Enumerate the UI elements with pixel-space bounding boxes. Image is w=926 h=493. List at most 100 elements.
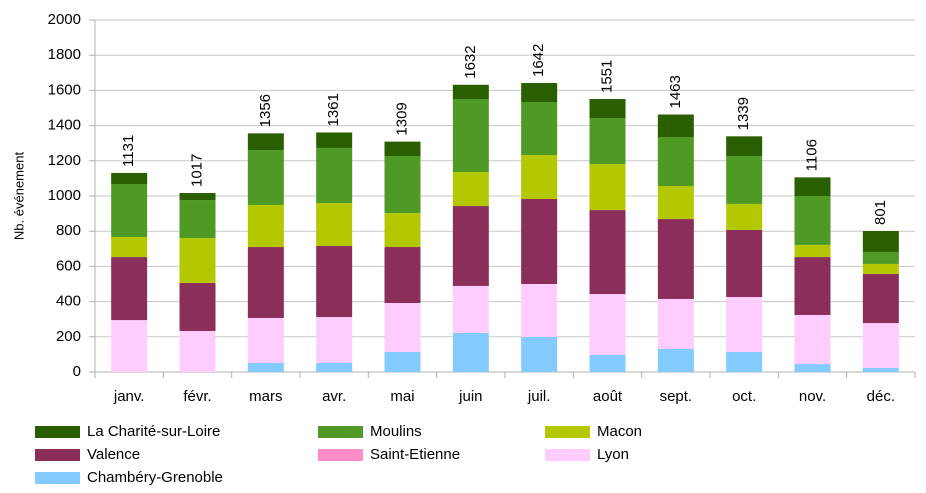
legend-swatch	[318, 449, 363, 461]
y-axis-label: Nb. événement	[11, 152, 26, 241]
bar-segment	[862, 273, 899, 324]
y-tick-label: 0	[73, 363, 81, 380]
bar-segment	[452, 206, 489, 286]
bar-segment	[384, 247, 421, 304]
x-tick-label: janv.	[113, 388, 145, 405]
bar-segment	[384, 303, 421, 352]
bar-segment	[521, 154, 558, 199]
bar-segment	[794, 196, 831, 245]
bar-segment	[794, 244, 831, 258]
bar-segment	[521, 284, 558, 337]
y-tick-label: 1200	[48, 152, 81, 169]
x-tick-label: août	[593, 388, 623, 405]
legend-label: Chambéry-Grenoble	[87, 469, 223, 486]
bar-segment	[247, 204, 284, 248]
x-tick-label: déc.	[867, 388, 895, 405]
bar-segment	[794, 314, 831, 365]
bar-segment	[179, 330, 216, 372]
bar-segment	[111, 257, 148, 321]
y-tick-label: 1000	[48, 187, 81, 204]
bar-segment	[384, 213, 421, 248]
x-tick-label: nov.	[799, 388, 826, 405]
bar-segment	[179, 238, 216, 283]
legend-label: La Charité-sur-Loire	[87, 423, 220, 440]
x-tick-label: mai	[390, 388, 414, 405]
y-tick-label: 400	[56, 293, 81, 310]
total-label: 1131	[120, 135, 137, 167]
legend-label: Lyon	[597, 446, 629, 463]
bar-segment	[111, 172, 148, 185]
y-tick-label: 1800	[48, 46, 81, 63]
bar-segment	[521, 102, 558, 155]
legend-label: Saint-Etienne	[370, 446, 460, 463]
bar-segment	[247, 150, 284, 205]
total-label: 1642	[530, 44, 547, 77]
bar-segment	[247, 317, 284, 364]
bar-segment	[179, 282, 216, 331]
x-tick-label: avr.	[322, 388, 346, 405]
bar-segment	[657, 219, 694, 299]
x-tick-label: juil.	[527, 388, 551, 405]
legend-swatch	[35, 449, 80, 461]
y-tick-label: 2000	[48, 11, 81, 28]
bar-segment	[179, 193, 216, 201]
bar-segment	[316, 203, 353, 246]
bar-segment	[316, 317, 353, 364]
bar-segment	[726, 136, 763, 157]
x-tick-label: sept.	[660, 388, 693, 405]
bar-segment	[111, 237, 148, 258]
bar-segment	[521, 83, 558, 103]
bar-segment	[247, 363, 284, 372]
bar-segment	[726, 203, 763, 230]
legend-label: Macon	[597, 423, 642, 440]
bar-segment	[452, 172, 489, 207]
bar-segment	[862, 263, 899, 274]
total-label: 1551	[598, 60, 615, 93]
bar-segment	[179, 200, 216, 239]
legend-swatch	[35, 426, 80, 438]
bar-segment	[862, 251, 899, 264]
bar-segment	[452, 84, 489, 100]
bar-segment	[657, 137, 694, 186]
bar-segment	[589, 99, 626, 119]
total-label: 801	[872, 200, 889, 225]
bar-segment	[452, 332, 489, 372]
legend-label: Valence	[87, 446, 140, 463]
bar-segment	[384, 156, 421, 214]
total-label: 1463	[667, 75, 684, 108]
x-tick-label: mars	[249, 388, 282, 405]
y-tick-label: 200	[56, 328, 81, 345]
bar-segment	[316, 245, 353, 318]
bar-segment	[521, 336, 558, 372]
y-tick-label: 800	[56, 222, 81, 239]
bar-segment	[657, 114, 694, 138]
legend-swatch	[545, 426, 590, 438]
total-label: 1309	[393, 102, 410, 135]
legend-swatch	[318, 426, 363, 438]
total-label: 1106	[803, 139, 820, 171]
x-tick-label: févr.	[183, 388, 211, 405]
bar-segment	[452, 99, 489, 173]
bar-segment	[316, 147, 353, 204]
bar-segment	[589, 163, 626, 211]
bar-segment	[657, 185, 694, 220]
total-label: 1339	[735, 97, 752, 130]
bar-segment	[794, 364, 831, 372]
bar-segment	[726, 156, 763, 204]
total-label: 1632	[462, 45, 479, 78]
bar-segment	[521, 198, 558, 284]
bar-segment	[247, 133, 284, 151]
x-tick-label: juin	[458, 388, 482, 405]
bar-segment	[657, 348, 694, 372]
y-tick-label: 1600	[48, 81, 81, 98]
bar-segment	[384, 351, 421, 372]
bar-segment	[862, 367, 899, 372]
legend-label: Moulins	[370, 423, 422, 440]
bar-segment	[589, 118, 626, 164]
bar-segment	[452, 285, 489, 333]
bar-segment	[384, 141, 421, 157]
bar-segment	[862, 323, 899, 368]
bar-segment	[247, 247, 284, 318]
x-tick-label: oct.	[732, 388, 756, 405]
